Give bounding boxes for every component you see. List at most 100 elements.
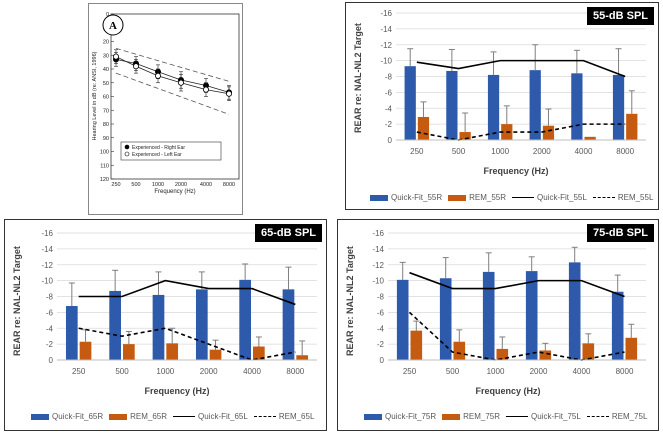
x-tick-label: 250 (410, 147, 424, 156)
y-tick-label: 40 (103, 67, 109, 73)
x-tick-label: 4000 (573, 367, 591, 376)
bar (525, 271, 538, 360)
y-tick-label: 110 (100, 163, 109, 169)
y-tick-label: -8 (46, 293, 54, 302)
bar (123, 344, 135, 360)
series-line-dashed (408, 311, 625, 361)
spl75-tag: 75-dB SPL (586, 224, 654, 242)
x-tick-label: 250 (403, 367, 417, 376)
legend-swatch (506, 416, 529, 417)
x-tick-label: 500 (115, 367, 129, 376)
panel-badge-label: A (109, 20, 117, 32)
x-tick-label: 8000 (616, 147, 634, 156)
spl75-ylabel: REAR re: NAL-NL2 Target (345, 246, 355, 356)
x-tick-label: 250 (72, 367, 86, 376)
y-tick-label: -10 (41, 277, 53, 286)
legend-label: Experienced - Left Ear (132, 152, 182, 158)
x-tick-label: 2000 (200, 367, 218, 376)
legend-label: Quick-Fit_55L (537, 193, 587, 202)
x-tick-label: 2000 (533, 147, 551, 156)
x-tick-label: 500 (446, 367, 460, 376)
y-tick-label: -8 (377, 293, 385, 302)
legend-item: REM_75R (442, 412, 500, 421)
x-tick-label: 1000 (152, 182, 164, 188)
bar (626, 113, 638, 140)
spl75-panel: 0 -2 -4 -6 -8 -10 -12 -14 -16 250 500 1000 2000 4000 8… (337, 219, 659, 431)
spl55-chart: 0 -2 -4 -6 -8 -10 -12 -14 -16 250 500 1000 2000 4000 8… (380, 9, 646, 156)
y-tick-label: -4 (46, 324, 54, 333)
legend-item: REM_75L (586, 412, 647, 421)
series-line (409, 271, 625, 298)
y-tick-label: -14 (41, 245, 53, 254)
bar (296, 355, 309, 360)
bar (446, 70, 458, 140)
series-line (78, 279, 296, 306)
bar (239, 279, 251, 360)
bar (152, 294, 165, 360)
bar (542, 125, 555, 140)
y-tick-label: -8 (385, 73, 393, 82)
legend-item: Quick-Fit_55L (512, 193, 587, 202)
y-tick-label: -12 (372, 261, 384, 270)
spl55-panel: 0 -2 -4 -6 -8 -10 -12 -14 -16 250 500 1000 2000 4000 8… (345, 2, 659, 210)
y-tick-label: -2 (385, 120, 393, 129)
legend-label: REM_55L (617, 193, 654, 202)
x-tick-label: 8000 (286, 367, 304, 376)
bar (417, 116, 430, 140)
legend-swatch (370, 194, 388, 201)
spl65-xlabel: Frequency (Hz) (144, 386, 210, 396)
legend-item: Quick-Fit_55R (370, 193, 442, 202)
bar (109, 290, 121, 360)
y-tick-label: -4 (385, 104, 393, 113)
x-tick-label: 1000 (487, 367, 505, 376)
y-tick-label: -16 (41, 229, 53, 238)
legend-item: Quick-Fit_75L (506, 412, 581, 421)
legend-swatch (442, 413, 461, 420)
x-tick-label: 2000 (175, 182, 187, 188)
y-tick-label: 50 (103, 81, 109, 87)
bar (282, 289, 295, 360)
y-tick-label: -10 (372, 277, 384, 286)
x-tick-label: 4000 (200, 182, 212, 188)
legend-label: Quick-Fit_75R (385, 412, 437, 421)
bar (410, 330, 423, 360)
spl65-chart: 0 -2 -4 -6 -8 -10 -12 -14 -16 250 500 1000 2000 4000 8… (41, 229, 317, 376)
bar (571, 73, 583, 140)
legend-swatch (173, 416, 196, 417)
legend-box (120, 141, 222, 161)
x-tick-label: 8000 (616, 367, 634, 376)
audiogram-chart: 0102030405060708090100110120250500100020… (92, 12, 240, 195)
y-tick-label: -12 (380, 41, 392, 50)
y-tick-label: 0 (380, 356, 385, 365)
x-tick-label: 1000 (491, 147, 509, 156)
legend-item: Quick-Fit_75R (364, 412, 436, 421)
legend-item: REM_55R (448, 193, 506, 202)
legend-item: Quick-Fit_65L (173, 412, 248, 421)
x-tick-label: 1000 (156, 367, 174, 376)
spl75-chart: 0 -2 -4 -6 -8 -10 -12 -14 -16 250 500 1000 2000 4000 8… (372, 229, 646, 376)
bar (79, 341, 92, 360)
data-point (112, 53, 119, 60)
y-tick-label: -12 (41, 261, 53, 270)
y-tick-label: -14 (372, 245, 384, 254)
bar (582, 343, 595, 360)
y-tick-label: -6 (385, 88, 393, 97)
y-tick-label: -2 (377, 340, 385, 349)
legend-label: Quick-Fit_65L (198, 412, 248, 421)
y-tick-label: 70 (103, 108, 109, 114)
spl55-ylabel: REAR re: NAL-NL2 Target (353, 23, 363, 133)
bar (568, 262, 581, 360)
bar (396, 279, 409, 360)
y-tick-label: 30 (103, 53, 109, 59)
series-line (416, 59, 626, 78)
y-tick-label: 120 (100, 177, 109, 183)
y-tick-label: 0 (49, 356, 54, 365)
y-tick-label: 0 (388, 136, 393, 145)
bar (253, 346, 265, 360)
legend-label: Quick-Fit_55R (391, 193, 443, 202)
legend-swatch (31, 413, 49, 420)
legend-label: REM_75R (463, 412, 501, 421)
spl55-tag: 55-dB SPL (586, 7, 654, 25)
bar (459, 132, 471, 140)
data-point (155, 72, 162, 79)
